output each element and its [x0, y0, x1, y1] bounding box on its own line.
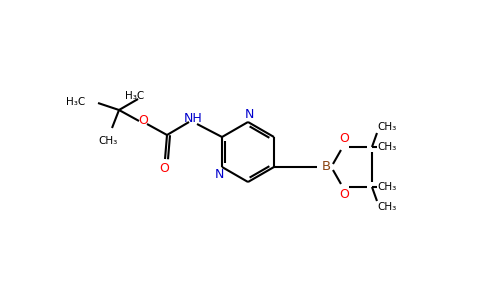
- Text: N: N: [214, 169, 224, 182]
- Text: CH₃: CH₃: [98, 136, 118, 146]
- Text: CH₃: CH₃: [377, 202, 396, 212]
- Text: CH₃: CH₃: [377, 182, 396, 192]
- Text: H₃C: H₃C: [66, 97, 85, 107]
- Text: B: B: [321, 160, 331, 173]
- Text: H₃C: H₃C: [125, 91, 144, 101]
- Text: O: O: [339, 133, 349, 146]
- Text: O: O: [339, 188, 349, 202]
- Text: O: O: [138, 115, 148, 128]
- Text: CH₃: CH₃: [377, 122, 396, 132]
- Text: NH: NH: [183, 112, 202, 125]
- Text: O: O: [159, 163, 169, 176]
- Text: N: N: [244, 109, 254, 122]
- Text: CH₃: CH₃: [377, 142, 396, 152]
